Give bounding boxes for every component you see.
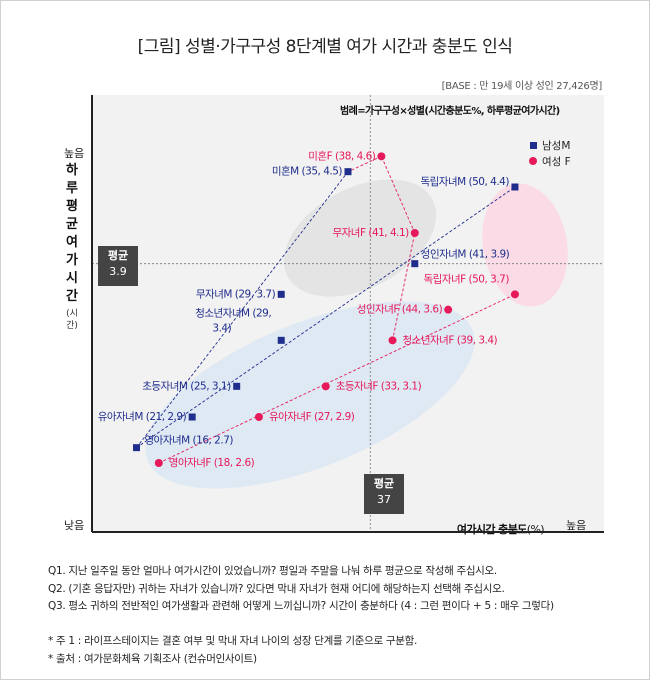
question-2: Q2. (기혼 응답자만) 귀하는 자녀가 있습니까? 있다면 막내 자녀가 현… (48, 582, 505, 595)
legend-female-marker (529, 157, 537, 165)
point-label: 영아자녀M (16, 2.7) (145, 435, 234, 447)
point-label: 영아자녀F (18, 2.6) (169, 457, 255, 469)
y-axis-label: 하 루 평 균 여 가 시 간 (시간) (62, 162, 82, 332)
point-label: 청소년자녀M (29, 3.4) (195, 307, 271, 334)
male-point-marker (188, 413, 196, 421)
point-label: 독립자녀M (50, 4.4) (420, 175, 509, 188)
connector-line (136, 171, 349, 448)
point-label: 초등자녀M (25, 3.1) (142, 380, 231, 392)
legend-heading: 범례=가구구성×성별(시간충분도%, 하루평균여가시간) (340, 106, 560, 117)
y-axis-char: 루 (66, 181, 78, 196)
x-average-value: 37 (377, 493, 391, 506)
footnotes: * 주 1 : 라이프스테이지는 결혼 여부 및 막내 자녀 나이의 성장 단계… (48, 633, 417, 668)
male-point-marker (411, 260, 419, 268)
y-axis-char: 시 (66, 271, 78, 286)
connector-line (136, 186, 516, 449)
x-average-box: 평균 37 (364, 474, 404, 514)
y-axis-char: 간 (66, 289, 78, 304)
point-label: 무자녀F (41, 4.1) (332, 227, 409, 239)
connector-line (158, 293, 516, 464)
female-point-marker (388, 336, 397, 345)
point-label: 무자녀M (29, 3.7) (196, 288, 276, 300)
y-axis-char: 균 (66, 217, 78, 232)
female-point-marker (410, 229, 419, 237)
point-label: 유아자녀M (21, 2.9) (98, 411, 187, 423)
male-point-marker (233, 382, 241, 390)
point-label: 성인자녀M (41, 3.9) (421, 249, 510, 261)
connector-line (380, 156, 416, 234)
y-axis-char: 평 (66, 199, 78, 214)
footnote-source: * 출처 : 여가문화체육 기획조사 (컨슈머인사이트) (48, 652, 257, 665)
y-axis-char: 하 (66, 163, 78, 178)
female-point-marker (321, 382, 330, 391)
female-point-marker (254, 413, 263, 421)
y-average-value: 3.9 (109, 265, 127, 278)
question-3: Q3. 평소 귀하의 전반적인 여가생활과 관련해 어떻게 느끼십니까? 시간이… (48, 600, 554, 612)
connector-line (392, 232, 416, 341)
figure-title: [그림] 성별·가구구성 8단계별 여가 시간과 충분도 인식 (137, 37, 513, 57)
legend-male-label: 남성M (542, 140, 571, 152)
male-point-marker (511, 183, 519, 191)
female-point-marker (377, 152, 386, 161)
y-axis-unit: (시간) (66, 309, 78, 331)
female-point-marker (510, 290, 519, 299)
footnote-note: * 주 1 : 라이프스테이지는 결혼 여부 및 막내 자녀 나이의 성장 단계… (48, 635, 418, 647)
survey-questions: Q1. 지난 일주일 동안 얼마나 여가시간이 있었습니까? 평일과 주말을 나… (48, 563, 554, 616)
point-label: 독립자녀F (50, 3.7) (424, 272, 510, 285)
connector-line (347, 155, 382, 173)
cluster-ellipse-pink (482, 183, 568, 307)
y-axis-char: 여 (66, 235, 78, 250)
male-point-marker (277, 336, 285, 344)
point-label: 유아자녀F (27, 2.9) (269, 411, 355, 423)
point-label: 미혼M (35, 4.5) (272, 165, 343, 178)
y-axis-high: 높음 (64, 147, 85, 160)
point-label: 초등자녀F (33, 3.1) (336, 380, 422, 392)
legend-male-marker (530, 142, 537, 149)
y-average-label: 평균 (107, 249, 129, 262)
y-average-box: 평균 3.9 (98, 246, 138, 286)
male-point-marker (133, 444, 141, 452)
point-label: 성인자녀F (44, 3.6) (357, 304, 443, 316)
point-label: 미혼F (38, 4.6) (308, 149, 376, 162)
x-axis-high: 높음 (566, 519, 587, 532)
x-average-label: 평균 (373, 477, 395, 490)
male-point-marker (344, 168, 352, 176)
base-note: [BASE : 만 19세 이상 성인 27,426명] (441, 81, 603, 92)
female-point-marker (444, 305, 453, 314)
y-axis-low: 낮음 (64, 519, 85, 532)
cluster-ellipse-blue (145, 301, 475, 489)
y-axis-char: 가 (66, 253, 78, 268)
question-1: Q1. 지난 일주일 동안 얼마나 여가시간이 있었습니까? 평일과 주말을 나… (48, 565, 497, 577)
legend-female-label: 여성 F (542, 156, 571, 168)
female-point-marker (154, 459, 163, 467)
point-label: 청소년자녀F (39, 3.4) (403, 334, 498, 346)
male-point-marker (277, 290, 285, 298)
